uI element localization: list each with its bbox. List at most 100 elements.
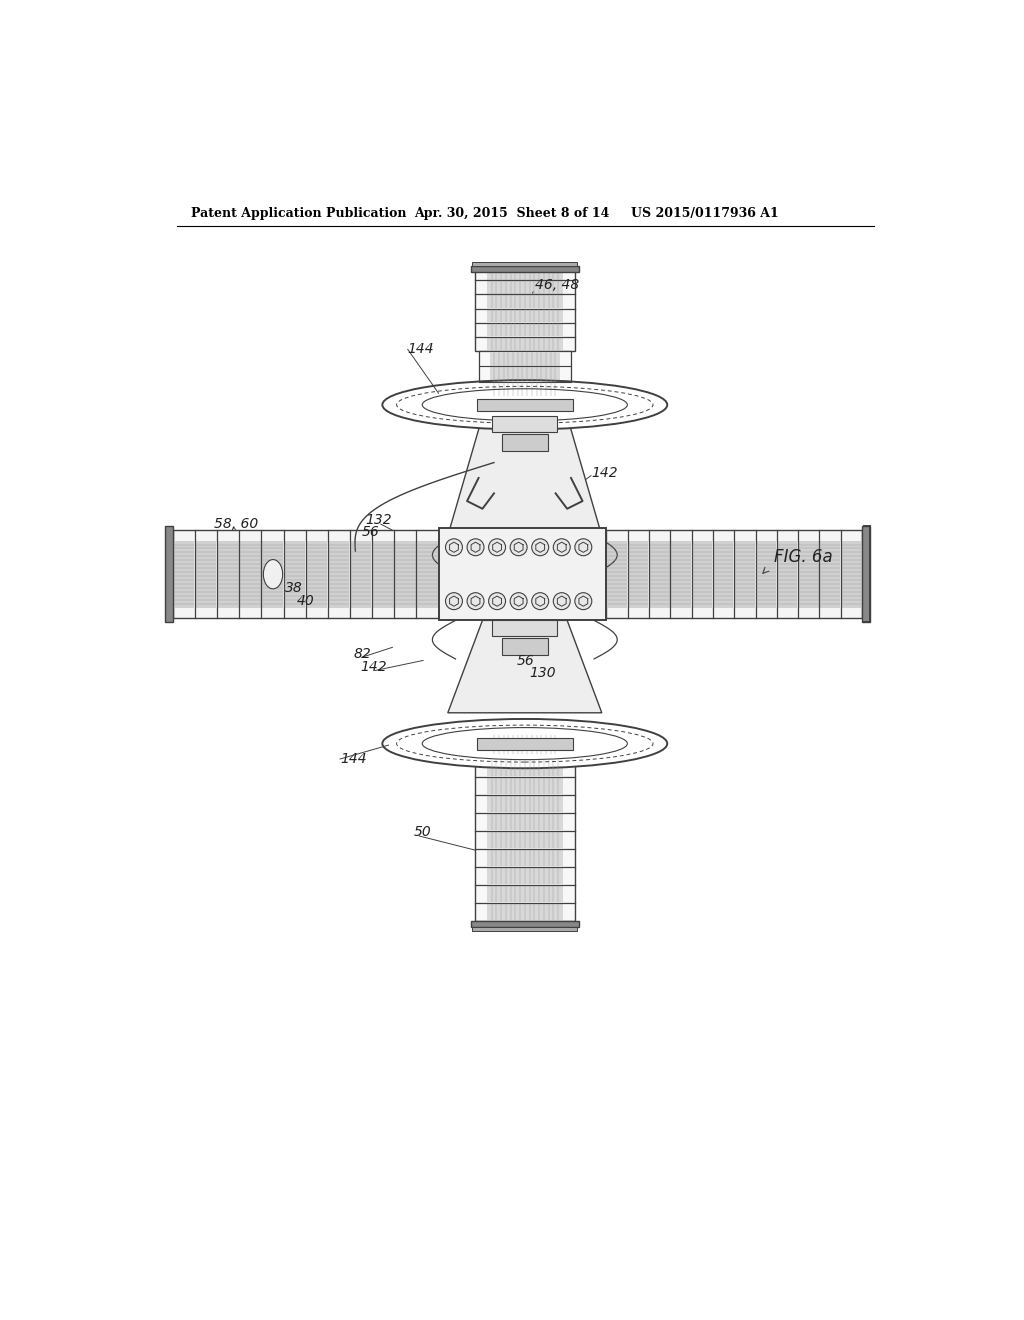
Circle shape bbox=[510, 539, 527, 556]
Circle shape bbox=[510, 593, 527, 610]
Text: 46, 48: 46, 48 bbox=[535, 279, 579, 293]
Circle shape bbox=[488, 593, 506, 610]
Bar bbox=[477, 400, 572, 411]
Text: 40: 40 bbox=[297, 594, 314, 609]
Bar bbox=[502, 638, 548, 655]
Bar bbox=[486, 760, 563, 776]
Bar bbox=[475, 759, 574, 921]
Circle shape bbox=[445, 539, 463, 556]
Bar bbox=[486, 281, 563, 293]
Bar bbox=[174, 541, 195, 607]
Circle shape bbox=[445, 593, 463, 610]
Text: 130: 130 bbox=[529, 665, 556, 680]
Bar bbox=[285, 541, 305, 607]
Ellipse shape bbox=[382, 719, 668, 768]
Bar bbox=[489, 383, 560, 396]
Bar bbox=[714, 541, 733, 607]
Bar bbox=[650, 541, 670, 607]
Bar bbox=[478, 734, 571, 755]
Bar bbox=[486, 777, 563, 795]
Bar bbox=[486, 867, 563, 884]
Text: 56: 56 bbox=[517, 655, 535, 668]
Bar bbox=[395, 541, 416, 607]
Text: 142: 142 bbox=[591, 466, 617, 479]
Text: 50: 50 bbox=[414, 825, 432, 840]
Bar bbox=[486, 309, 563, 322]
Bar bbox=[471, 921, 579, 927]
Text: 38: 38 bbox=[285, 581, 302, 595]
Bar bbox=[262, 541, 283, 607]
Text: 144: 144 bbox=[340, 752, 367, 766]
Bar bbox=[329, 541, 349, 607]
Bar bbox=[489, 351, 560, 366]
Circle shape bbox=[531, 539, 549, 556]
Bar bbox=[486, 832, 563, 847]
Bar bbox=[486, 813, 563, 830]
Bar bbox=[417, 541, 438, 607]
Bar bbox=[862, 527, 869, 622]
Bar bbox=[373, 541, 393, 607]
Ellipse shape bbox=[382, 380, 668, 429]
Bar bbox=[486, 886, 563, 902]
Text: 82: 82 bbox=[354, 647, 372, 660]
Bar bbox=[351, 541, 372, 607]
Bar bbox=[196, 541, 216, 607]
Circle shape bbox=[553, 539, 570, 556]
Bar bbox=[607, 541, 627, 607]
Bar bbox=[777, 541, 798, 607]
Bar bbox=[438, 528, 606, 620]
Bar bbox=[486, 850, 563, 866]
Bar bbox=[173, 529, 438, 619]
Bar bbox=[629, 541, 648, 607]
Circle shape bbox=[553, 593, 570, 610]
Bar bbox=[820, 541, 840, 607]
Text: Apr. 30, 2015  Sheet 8 of 14: Apr. 30, 2015 Sheet 8 of 14 bbox=[414, 207, 609, 220]
Bar bbox=[606, 529, 862, 619]
Polygon shape bbox=[447, 620, 602, 713]
Text: Patent Application Publication: Patent Application Publication bbox=[190, 207, 407, 220]
Bar bbox=[757, 541, 776, 607]
Text: US 2015/0117936 A1: US 2015/0117936 A1 bbox=[631, 207, 779, 220]
Bar bbox=[486, 267, 563, 280]
Polygon shape bbox=[447, 416, 602, 536]
Bar bbox=[489, 735, 560, 744]
Bar bbox=[671, 541, 691, 607]
Bar bbox=[842, 541, 861, 607]
Bar bbox=[493, 620, 557, 636]
Bar bbox=[489, 367, 560, 381]
Text: 142: 142 bbox=[360, 660, 387, 673]
Text: 144: 144 bbox=[408, 342, 434, 356]
Bar bbox=[472, 927, 578, 931]
Bar bbox=[493, 416, 557, 432]
Text: 58, 60: 58, 60 bbox=[214, 517, 258, 531]
Bar bbox=[475, 267, 574, 351]
Circle shape bbox=[574, 539, 592, 556]
Bar bbox=[486, 323, 563, 337]
Bar bbox=[472, 263, 578, 267]
Bar bbox=[240, 541, 261, 607]
Bar bbox=[692, 541, 712, 607]
Circle shape bbox=[467, 593, 484, 610]
Text: 132: 132 bbox=[366, 513, 392, 527]
Bar bbox=[477, 738, 572, 750]
Text: FIG. 6a: FIG. 6a bbox=[773, 548, 833, 566]
Bar bbox=[486, 338, 563, 350]
Circle shape bbox=[574, 593, 592, 610]
Circle shape bbox=[531, 593, 549, 610]
Bar bbox=[218, 541, 239, 607]
Bar bbox=[735, 541, 755, 607]
Text: 56: 56 bbox=[361, 525, 379, 539]
Bar bbox=[799, 541, 818, 607]
Bar bbox=[306, 541, 327, 607]
Bar bbox=[478, 351, 571, 397]
Ellipse shape bbox=[263, 560, 283, 589]
Bar bbox=[489, 746, 560, 755]
Bar bbox=[486, 796, 563, 812]
Bar bbox=[502, 434, 548, 451]
Bar bbox=[165, 527, 173, 622]
Circle shape bbox=[467, 539, 484, 556]
Bar bbox=[471, 267, 579, 272]
Bar bbox=[486, 903, 563, 920]
Bar bbox=[486, 296, 563, 308]
Circle shape bbox=[488, 539, 506, 556]
